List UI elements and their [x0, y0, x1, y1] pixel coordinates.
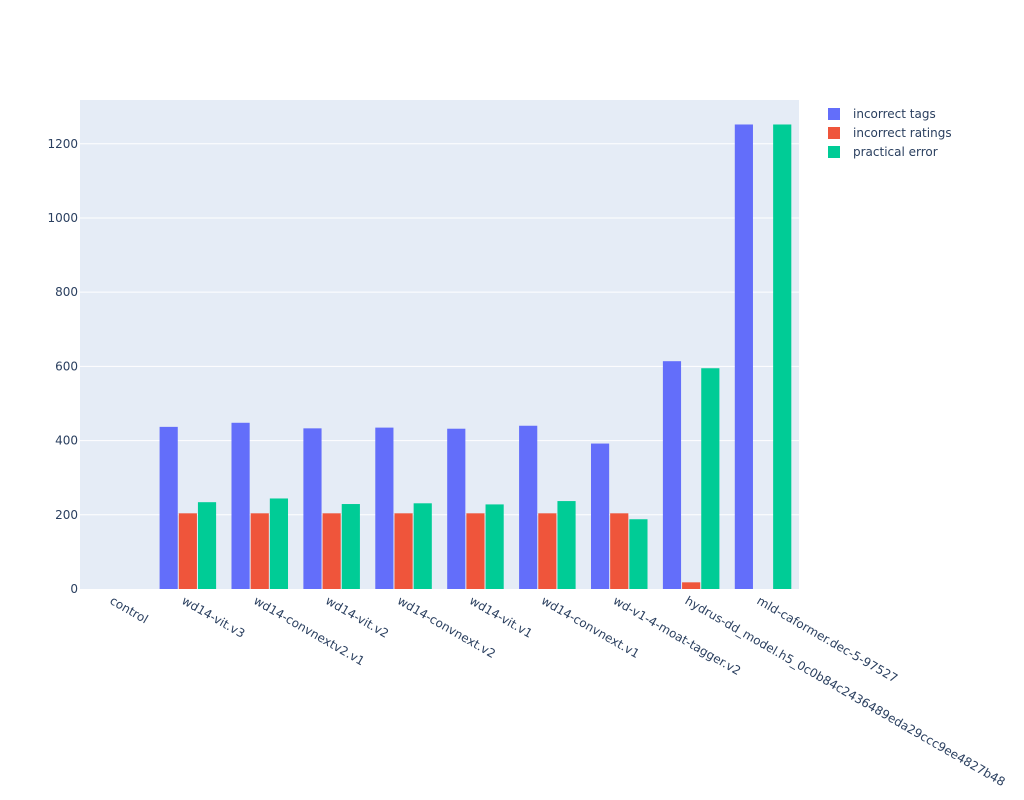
bar-incorrect-ratings-5[interactable]: [466, 513, 485, 589]
bar-practical-error-3[interactable]: [341, 504, 360, 589]
x-tick-label: hydrus-dd_model.h5_0c0b84c2436489eda29cc…: [683, 593, 1008, 789]
x-tick-label: wd-v1-4-moat-tagger.v2: [611, 593, 744, 678]
legend-swatch: [828, 127, 840, 139]
bar-incorrect-ratings-6[interactable]: [538, 513, 557, 589]
bar-practical-error-4[interactable]: [413, 503, 432, 589]
bar-incorrect-tags-4[interactable]: [375, 427, 394, 589]
bar-incorrect-ratings-8[interactable]: [682, 582, 701, 589]
bar-practical-error-2[interactable]: [269, 498, 289, 589]
legend-label[interactable]: incorrect ratings: [853, 126, 952, 140]
y-tick-label: 200: [55, 508, 78, 522]
y-tick-label: 600: [55, 359, 78, 373]
x-tick-label: wd14-vit.v2: [323, 593, 391, 640]
bar-practical-error-9[interactable]: [773, 124, 792, 590]
legend-swatch: [828, 146, 840, 158]
x-tick-label: control: [107, 593, 150, 626]
bar-incorrect-ratings-3[interactable]: [322, 513, 341, 589]
y-tick-label: 0: [70, 582, 78, 596]
bar-practical-error-6[interactable]: [557, 501, 576, 589]
x-axis: control wd14-vit.v3 wd14-convnextv2.v1wd14…: [107, 593, 1007, 789]
bar-practical-error-8[interactable]: [701, 368, 720, 589]
bar-practical-error-7[interactable]: [629, 519, 648, 589]
y-tick-label: 1200: [47, 137, 78, 151]
bar-incorrect-ratings-1[interactable]: [178, 513, 197, 589]
bar-incorrect-tags-1[interactable]: [159, 426, 178, 589]
y-tick-label: 400: [55, 434, 78, 448]
legend-label[interactable]: practical error: [853, 145, 938, 159]
x-tick-label: mld-caformer.dec-5-97527: [755, 593, 901, 685]
x-tick-label: wd14-vit.v3: [179, 593, 247, 640]
bar-incorrect-tags-6[interactable]: [519, 425, 538, 589]
y-axis: 0 200 400 600 800 1000 1200: [47, 137, 78, 596]
bar-incorrect-tags-8[interactable]: [662, 361, 682, 589]
bar-incorrect-ratings-2[interactable]: [250, 513, 269, 589]
legend-swatch: [828, 108, 840, 120]
bar-incorrect-ratings-4[interactable]: [394, 513, 413, 589]
bars: [159, 124, 792, 590]
y-tick-label: 1000: [47, 211, 78, 225]
legend[interactable]: incorrect tags incorrect ratings practical…: [828, 107, 952, 159]
bar-incorrect-tags-3[interactable]: [303, 428, 322, 589]
legend-label[interactable]: incorrect tags: [853, 107, 936, 121]
bar-practical-error-5[interactable]: [485, 504, 504, 589]
bar-incorrect-tags-5[interactable]: [447, 428, 466, 589]
x-tick-label: wd14-vit.v1: [467, 593, 535, 640]
bar-incorrect-tags-7[interactable]: [590, 443, 610, 589]
bar-incorrect-ratings-7[interactable]: [610, 513, 629, 589]
y-tick-label: 800: [55, 285, 78, 299]
bar-incorrect-tags-9[interactable]: [734, 124, 753, 590]
bar-practical-error-1[interactable]: [197, 502, 217, 589]
bar-incorrect-tags-2[interactable]: [231, 422, 250, 589]
